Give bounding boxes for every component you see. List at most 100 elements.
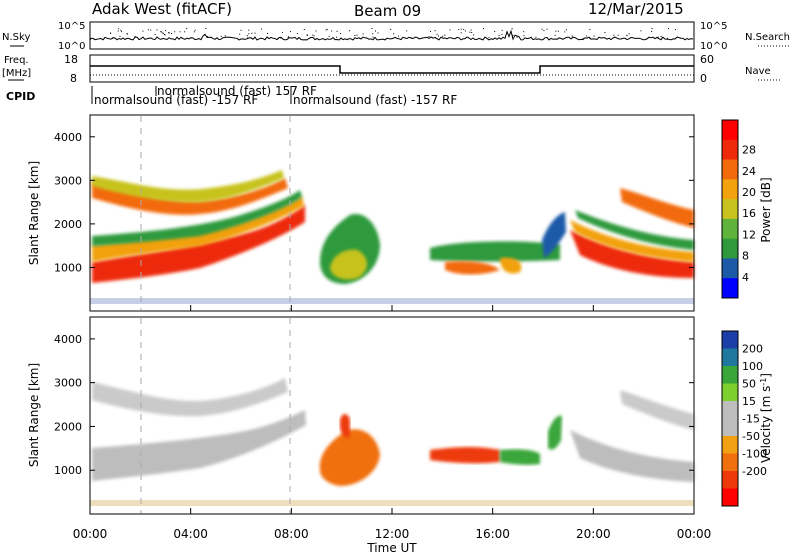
noise-search-point — [281, 31, 283, 33]
nave-label: Nave — [745, 66, 771, 77]
velocity-echo-left-main — [92, 410, 306, 481]
velocity-echo-band-green — [500, 449, 540, 465]
noise-search-point — [661, 36, 663, 38]
noise-sky-series — [89, 29, 694, 41]
noise-search-point — [589, 37, 590, 39]
cpid-label: CPID — [6, 90, 35, 103]
power-colorbar-segment — [722, 238, 738, 259]
noise-search-point — [164, 34, 166, 36]
velocity-colorbar-tick: -200 — [742, 465, 767, 478]
noise-search-point — [325, 29, 327, 31]
noise-search-point — [340, 33, 342, 34]
x-axis-label: Time UT — [366, 541, 417, 554]
nave-tick-top: 60 — [700, 53, 714, 66]
x-tick-label: 00:00 — [677, 527, 712, 541]
noise-search-point — [306, 34, 308, 36]
nave-tick-bottom: 0 — [700, 72, 707, 85]
noise-search-point — [640, 30, 642, 32]
noise-search-label: N.Search — [745, 32, 790, 43]
noise-search-point — [516, 36, 518, 38]
x-tick-label: 20:00 — [576, 527, 611, 541]
power-echo-right-upper-band — [620, 188, 694, 228]
noise-search-point — [150, 29, 152, 31]
station-title: Adak West (fitACF) — [92, 0, 232, 18]
noise-search-point — [247, 37, 249, 39]
noise-search-point — [110, 32, 111, 34]
noise-search-point — [248, 33, 250, 35]
noise-search-point — [589, 28, 591, 30]
power-panel: 1000 2000 3000 4000 Slant Range [km] — [27, 114, 695, 312]
noise-search-point — [390, 28, 392, 30]
noise-search-point — [511, 28, 513, 30]
power-ylabel: Slant Range [km] — [27, 161, 41, 265]
noise-search-point — [205, 28, 207, 29]
power-echo-right-main — [570, 230, 694, 278]
noise-search-point — [267, 32, 269, 34]
power-echo-right-upper — [570, 220, 694, 262]
velocity-echoes — [90, 378, 694, 506]
noise-search-point — [523, 35, 525, 37]
noise-search-point — [303, 29, 305, 30]
noise-search-point — [356, 34, 358, 36]
noise-search-point — [362, 33, 364, 35]
noise-search-point — [460, 32, 462, 34]
noise-search-point — [471, 32, 473, 33]
noise-search-point — [162, 32, 164, 34]
power-y-tick-label: 2000 — [54, 218, 82, 231]
velocity-colorbar-segment — [722, 418, 738, 437]
noise-search-point — [523, 31, 525, 33]
power-colorbar-tick: 20 — [742, 186, 756, 199]
noise-search-point — [121, 31, 122, 33]
x-tick-label: 08:00 — [274, 527, 309, 541]
power-colorbar-segment — [722, 258, 738, 279]
noise-search-point — [246, 35, 248, 37]
noise-search-point — [371, 28, 373, 29]
velocity-colorbar-segment — [722, 366, 738, 384]
noise-search-point — [651, 28, 653, 29]
noise-search-point — [112, 37, 114, 39]
power-echo-center-red-2 — [500, 257, 522, 274]
power-echo-center-right-streak — [542, 212, 566, 258]
velocity-y-tick-label: 3000 — [54, 377, 82, 390]
velocity-colorbar-frame — [721, 330, 739, 507]
noise-search-point — [372, 33, 374, 35]
noise-search-point — [326, 28, 328, 30]
power-colorbar-tick: 16 — [742, 207, 756, 220]
noise-search-point — [164, 33, 165, 35]
noise-search-point — [287, 37, 289, 39]
power-colorbar-segment — [722, 159, 738, 180]
noise-search-point — [119, 35, 121, 37]
noise-search-point — [460, 28, 462, 30]
noise-search-point — [239, 33, 241, 35]
velocity-colorbar-tick: -15 — [742, 413, 760, 426]
power-echo-left-top-edge — [92, 170, 284, 203]
velocity-colorbar-tick: 15 — [742, 395, 756, 408]
noise-search-point — [397, 35, 399, 37]
noise-search-point — [186, 28, 188, 30]
noise-search-point — [586, 35, 588, 37]
x-tick-label: 04:00 — [173, 527, 208, 541]
noise-panel-frame — [89, 21, 695, 50]
noise-search-point — [120, 29, 122, 31]
velocity-bottom-noise — [90, 500, 694, 506]
noise-search-point — [488, 37, 490, 39]
noise-search-point — [154, 34, 156, 35]
velocity-y-ticks: 1000 2000 3000 4000 — [54, 333, 694, 477]
noise-search-point — [444, 34, 446, 36]
noise-search-point — [193, 31, 195, 33]
power-echo-center-left-core — [330, 249, 367, 280]
noise-search-point — [449, 29, 451, 31]
noise-search-point — [406, 30, 408, 32]
noise-search-point — [168, 32, 170, 34]
noise-search-point — [434, 30, 436, 32]
freq-tick-bottom: 8 — [70, 72, 77, 85]
noise-search-point — [494, 31, 496, 32]
power-echo-right-green — [575, 210, 694, 250]
noise-right-tick-top: 10^5 — [700, 21, 727, 32]
power-y-tick-label: 1000 — [54, 261, 82, 274]
noise-search-point — [617, 34, 619, 36]
power-bottom-noise — [90, 298, 694, 304]
noise-search-point — [288, 36, 290, 38]
velocity-echo-left-upper — [92, 378, 288, 417]
